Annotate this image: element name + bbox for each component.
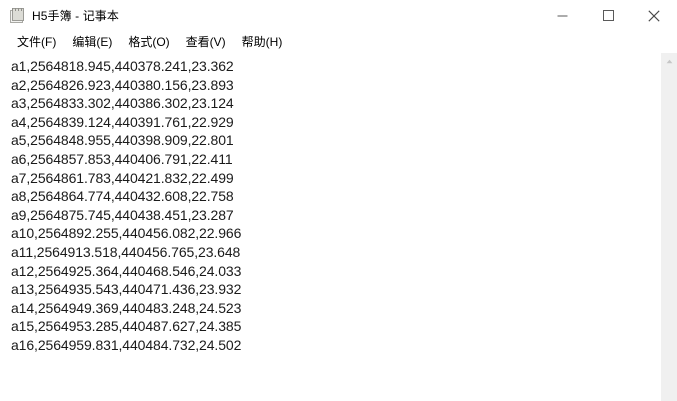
text-editor-area[interactable]: a1,2564818.945,440378.241,23.362 a2,2564… [0,53,660,401]
text-line: a12,2564925.364,440468.546,24.033 [11,262,242,279]
text-content: a1,2564818.945,440378.241,23.362 a2,2564… [11,57,660,355]
minimize-button[interactable] [539,0,585,31]
text-line: a10,2564892.255,440456.082,22.966 [11,225,242,242]
notepad-icon [9,7,25,24]
menu-bar: 文件(F) 编辑(E) 格式(O) 查看(V) 帮助(H) [0,31,677,53]
text-line: a2,2564826.923,440380.156,23.893 [11,76,234,93]
menu-item-view[interactable]: 查看(V) [185,35,226,49]
title-bar-left: H5手簿 - 记事本 [0,7,119,24]
text-line: a15,2564953.285,440487.627,24.385 [11,318,242,335]
editor-region: a1,2564818.945,440378.241,23.362 a2,2564… [0,53,677,401]
text-line: a5,2564848.955,440398.909,22.801 [11,132,234,149]
menu-item-format[interactable]: 格式(O) [128,35,170,49]
text-line: a6,2564857.853,440406.791,22.411 [11,150,233,167]
text-line: a8,2564864.774,440432.608,22.758 [11,188,234,205]
text-line: a9,2564875.745,440438.451,23.287 [11,206,234,223]
menu-item-file[interactable]: 文件(F) [17,35,57,49]
notepad-icon-rings [12,7,24,11]
scrollbar-track[interactable] [660,70,677,401]
close-icon [648,9,660,22]
text-line: a11,2564913.518,440456.765,23.648 [11,243,241,260]
window-title: H5手簿 - 记事本 [32,9,120,23]
text-line: a1,2564818.945,440378.241,23.362 [11,58,234,74]
window-controls [539,0,677,31]
text-line: a7,2564861.783,440421.832,22.499 [11,169,234,186]
close-button[interactable] [631,0,677,31]
menu-item-edit[interactable]: 编辑(E) [72,35,113,49]
vertical-scrollbar[interactable] [660,53,677,401]
minimize-icon [557,15,567,17]
maximize-button[interactable] [585,0,631,31]
text-line: a13,2564935.543,440471.436,23.932 [11,281,242,298]
text-line: a4,2564839.124,440391.761,22.929 [11,113,234,130]
menu-item-help[interactable]: 帮助(H) [241,35,283,49]
text-line: a16,2564959.831,440484.732,24.502 [11,336,242,353]
text-line: a14,2564949.369,440483.248,24.523 [11,299,242,316]
scroll-up-arrow-button[interactable] [660,53,677,70]
text-line: a3,2564833.302,440386.302,23.124 [11,95,234,112]
maximize-icon [602,10,614,21]
title-bar: H5手簿 - 记事本 [0,0,677,31]
chevron-up-icon [666,59,672,64]
